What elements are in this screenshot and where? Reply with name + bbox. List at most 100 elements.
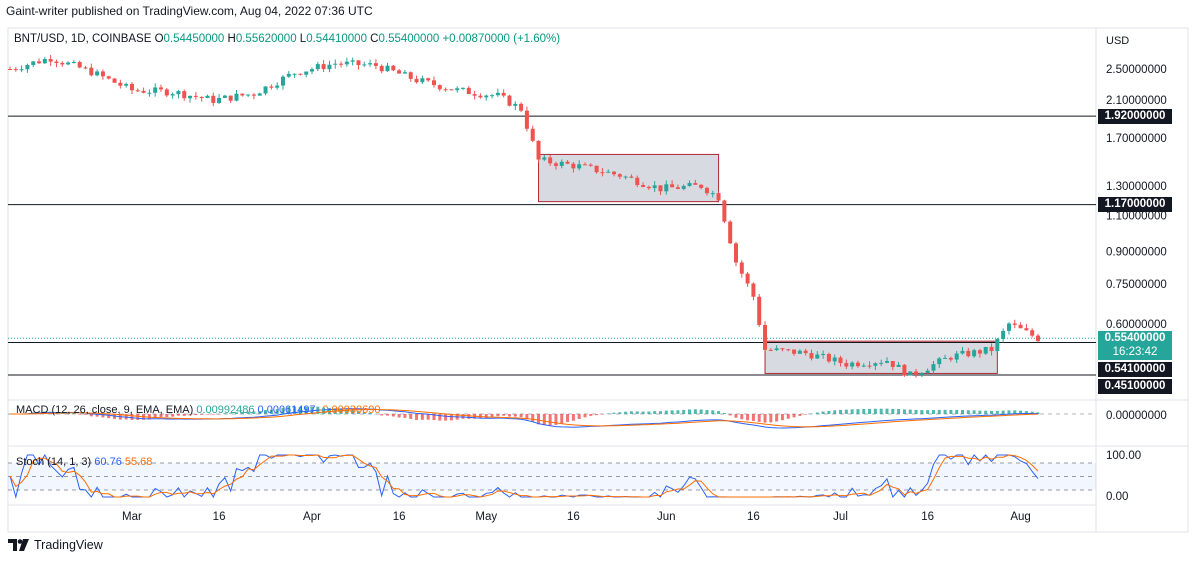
- candle-body[interactable]: [490, 95, 495, 97]
- candle-body[interactable]: [948, 357, 953, 360]
- candle-body[interactable]: [170, 94, 175, 96]
- candle-body[interactable]: [71, 62, 76, 64]
- candle-body[interactable]: [844, 363, 849, 367]
- candle-body[interactable]: [797, 350, 802, 354]
- candle-body[interactable]: [1030, 330, 1035, 336]
- candle-body[interactable]: [304, 71, 309, 75]
- candle-body[interactable]: [431, 80, 436, 86]
- candle-body[interactable]: [472, 94, 477, 96]
- candle-body[interactable]: [443, 89, 448, 91]
- candle-body[interactable]: [728, 221, 733, 244]
- candle-body[interactable]: [832, 357, 837, 362]
- candle-body[interactable]: [896, 364, 901, 367]
- candle-body[interactable]: [159, 87, 164, 90]
- candle-body[interactable]: [867, 365, 872, 367]
- candle-body[interactable]: [321, 64, 326, 70]
- candle-body[interactable]: [733, 243, 738, 263]
- candle-body[interactable]: [507, 95, 512, 106]
- candle-body[interactable]: [617, 174, 622, 177]
- candle-body[interactable]: [937, 358, 942, 365]
- candle-body[interactable]: [629, 176, 634, 178]
- candle-body[interactable]: [164, 89, 169, 96]
- candle-body[interactable]: [217, 97, 222, 103]
- candle-body[interactable]: [786, 349, 791, 351]
- candle-body[interactable]: [95, 71, 100, 76]
- candle-body[interactable]: [280, 76, 285, 86]
- candle-body[interactable]: [234, 93, 239, 101]
- candle-body[interactable]: [106, 76, 111, 79]
- candle-body[interactable]: [344, 61, 349, 65]
- candle-body[interactable]: [83, 67, 88, 69]
- candle-body[interactable]: [1001, 330, 1006, 339]
- candle-body[interactable]: [623, 176, 628, 178]
- candle-body[interactable]: [19, 69, 24, 71]
- candle-body[interactable]: [466, 87, 471, 95]
- candle-body[interactable]: [182, 91, 187, 99]
- candle-body[interactable]: [716, 193, 721, 201]
- candle-body[interactable]: [757, 296, 762, 325]
- candle-body[interactable]: [722, 200, 727, 222]
- candle-body[interactable]: [972, 350, 977, 357]
- candle-body[interactable]: [966, 350, 971, 357]
- candle-body[interactable]: [977, 350, 982, 354]
- candle-body[interactable]: [606, 171, 611, 173]
- candle-body[interactable]: [362, 64, 367, 66]
- candle-body[interactable]: [449, 89, 454, 91]
- candle-body[interactable]: [553, 163, 558, 166]
- candle-body[interactable]: [339, 63, 344, 65]
- candle-body[interactable]: [594, 165, 599, 173]
- candle-body[interactable]: [420, 78, 425, 83]
- candle-body[interactable]: [751, 283, 756, 297]
- candle-body[interactable]: [768, 349, 773, 351]
- candle-body[interactable]: [240, 93, 245, 96]
- candle-body[interactable]: [118, 82, 123, 86]
- symbol-label[interactable]: BNT/USD, 1D, COINBASE: [14, 33, 152, 45]
- candle-body[interactable]: [199, 96, 204, 99]
- candle-body[interactable]: [135, 90, 140, 92]
- candle-body[interactable]: [792, 349, 797, 354]
- candle-body[interactable]: [850, 362, 855, 367]
- candle-body[interactable]: [228, 95, 233, 101]
- candle-body[interactable]: [1012, 323, 1017, 325]
- candle-body[interactable]: [600, 172, 605, 174]
- consolidation-zone[interactable]: [538, 153, 720, 203]
- candle-body[interactable]: [559, 161, 564, 166]
- candle-body[interactable]: [350, 60, 355, 62]
- candle-body[interactable]: [884, 361, 889, 363]
- candle-body[interactable]: [646, 186, 651, 189]
- candle-body[interactable]: [391, 65, 396, 71]
- candle-body[interactable]: [577, 164, 582, 169]
- candle-body[interactable]: [495, 92, 500, 96]
- candle-body[interactable]: [635, 177, 640, 185]
- candle-body[interactable]: [368, 63, 373, 65]
- candle-body[interactable]: [902, 364, 907, 376]
- candle-body[interactable]: [211, 95, 216, 103]
- candle-body[interactable]: [89, 67, 94, 76]
- candle-body[interactable]: [48, 59, 53, 62]
- candle-body[interactable]: [821, 353, 826, 355]
- candle-body[interactable]: [31, 61, 36, 65]
- candle-body[interactable]: [612, 171, 617, 175]
- candle-body[interactable]: [1006, 323, 1011, 331]
- candle-body[interactable]: [675, 187, 680, 189]
- candle-body[interactable]: [588, 164, 593, 166]
- candle-body[interactable]: [943, 357, 948, 359]
- candle-body[interactable]: [983, 346, 988, 354]
- candle-body[interactable]: [664, 184, 669, 192]
- candle-body[interactable]: [914, 371, 919, 375]
- candle-body[interactable]: [670, 184, 675, 188]
- candle-body[interactable]: [124, 83, 129, 86]
- candle-body[interactable]: [402, 72, 407, 74]
- candle-body[interactable]: [66, 62, 71, 65]
- candle-body[interactable]: [263, 86, 268, 94]
- candle-body[interactable]: [652, 185, 657, 189]
- candle-body[interactable]: [710, 193, 715, 195]
- candle-body[interactable]: [484, 95, 489, 98]
- candle-body[interactable]: [315, 64, 320, 70]
- candle-body[interactable]: [890, 361, 895, 367]
- candle-body[interactable]: [919, 373, 924, 375]
- candle-body[interactable]: [501, 92, 506, 96]
- stoch-legend[interactable]: Stoch (14, 1, 3) 60.76 55.68: [16, 456, 152, 468]
- macd-legend[interactable]: MACD (12, 26, close, 9, EMA, EMA) 0.0099…: [16, 404, 381, 416]
- candle-body[interactable]: [763, 324, 768, 350]
